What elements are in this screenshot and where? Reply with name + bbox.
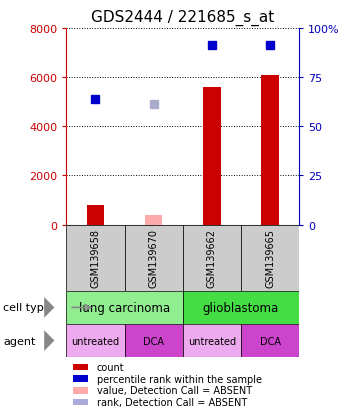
Bar [124, 324, 183, 357]
Text: agent: agent [3, 336, 36, 346]
Text: GSM139658: GSM139658 [90, 229, 100, 287]
Text: untreated: untreated [188, 336, 236, 346]
Text: cell type: cell type [3, 303, 51, 313]
Bar [183, 291, 299, 324]
Text: value, Detection Call = ABSENT: value, Detection Call = ABSENT [97, 385, 252, 395]
Text: lung carcinoma: lung carcinoma [79, 301, 170, 314]
Text: percentile rank within the sample: percentile rank within the sample [97, 374, 262, 384]
Bar [183, 225, 241, 291]
Bar [66, 324, 124, 357]
Text: GSM139662: GSM139662 [207, 229, 217, 287]
Bar [124, 225, 183, 291]
Text: DCA: DCA [143, 336, 164, 346]
Title: GDS2444 / 221685_s_at: GDS2444 / 221685_s_at [91, 10, 274, 26]
Text: rank, Detection Call = ABSENT: rank, Detection Call = ABSENT [97, 397, 247, 407]
Text: untreated: untreated [71, 336, 119, 346]
Text: glioblastoma: glioblastoma [203, 301, 279, 314]
Bar [183, 324, 241, 357]
Bar [66, 225, 124, 291]
Bar [241, 324, 299, 357]
Bar [66, 291, 183, 324]
Bar [145, 215, 163, 225]
Text: GSM139670: GSM139670 [149, 229, 159, 287]
Bar [241, 225, 299, 291]
Bar [87, 206, 104, 225]
Text: count: count [97, 362, 124, 372]
Bar [261, 76, 279, 225]
Text: DCA: DCA [259, 336, 280, 346]
Text: GSM139665: GSM139665 [265, 229, 275, 287]
Bar [203, 88, 221, 225]
